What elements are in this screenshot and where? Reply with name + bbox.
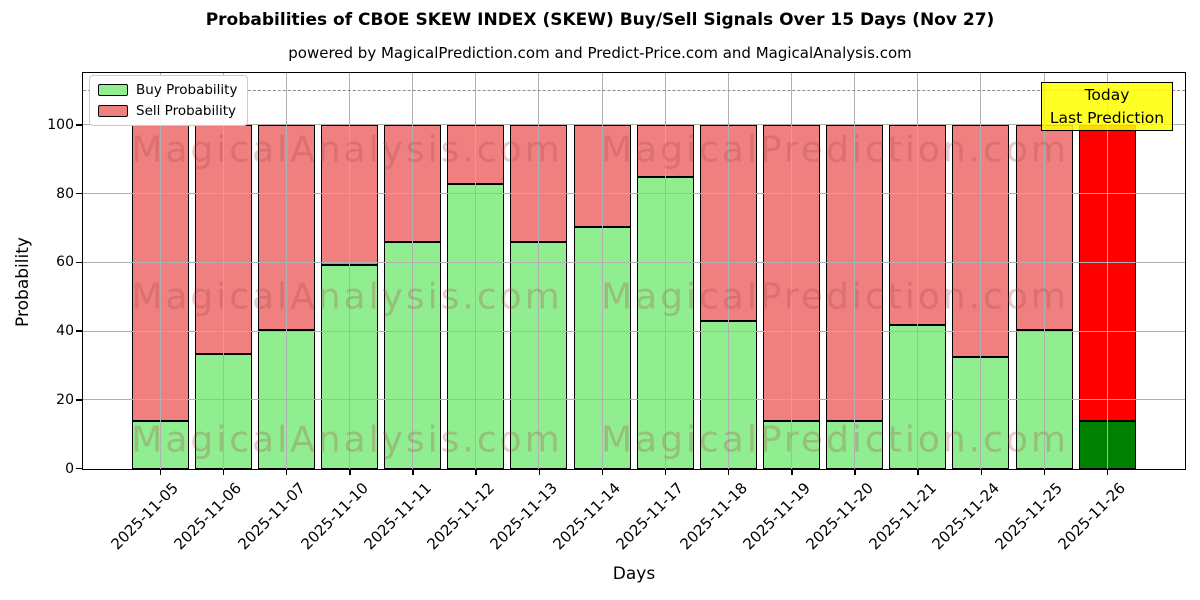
x-axis-label: Days (612, 564, 656, 584)
x-tick-mark (601, 470, 604, 475)
x-tick-mark (791, 470, 793, 475)
chart-subtitle: powered by MagicalPrediction.com and Pre… (288, 44, 912, 62)
legend-swatch-sell-icon (98, 105, 128, 117)
legend-swatch-buy-icon (98, 84, 128, 96)
annotation-today-box: Today Last Prediction (1041, 82, 1173, 131)
plot-area (82, 72, 1186, 470)
y-tick-mark (76, 124, 82, 126)
y-tick-label: 0 (65, 460, 74, 477)
gridline-vertical (917, 73, 919, 469)
legend-label-buy: Buy Probability (136, 82, 238, 98)
x-tick-label: 2025-11-13 (486, 479, 562, 554)
y-tick-mark (76, 261, 82, 264)
y-tick-label: 40 (56, 323, 74, 340)
x-tick-label: 2025-11-14 (549, 479, 625, 554)
x-tick-label: 2025-11-05 (107, 479, 183, 554)
x-tick-mark (980, 470, 982, 475)
gridline-vertical (412, 73, 414, 469)
x-tick-mark (222, 470, 225, 475)
gridline-vertical (601, 73, 603, 469)
x-tick-label: 2025-11-12 (423, 479, 498, 554)
gridline-horizontal (83, 193, 1185, 195)
x-tick-label: 2025-11-20 (802, 479, 877, 554)
x-tick-mark (538, 470, 540, 475)
y-tick-mark (76, 399, 82, 401)
gridline-vertical (159, 73, 161, 469)
x-tick-mark (728, 470, 730, 475)
chart-title: Probabilities of CBOE SKEW INDEX (SKEW) … (205, 10, 995, 30)
y-axis-label: Probability (13, 237, 33, 327)
x-tick-label: 2025-11-06 (170, 479, 246, 554)
gridline-vertical (1043, 73, 1045, 469)
y-tick-label: 60 (56, 254, 74, 271)
annotation-line-1: Today (1084, 86, 1130, 105)
gridline-vertical (727, 73, 729, 469)
gridline-vertical (285, 73, 287, 469)
gridline-vertical (222, 73, 224, 469)
x-tick-label: 2025-11-10 (297, 479, 372, 554)
y-tick-label: 20 (56, 391, 74, 408)
legend-item-buy: Buy Probability (98, 82, 237, 98)
gridline-vertical (854, 73, 856, 469)
x-tick-mark (664, 470, 667, 475)
x-tick-mark (917, 470, 919, 475)
y-tick-label: 80 (56, 185, 74, 202)
gridline-vertical (475, 73, 477, 469)
x-tick-mark (285, 470, 288, 475)
gridline-vertical (790, 73, 792, 469)
gridline-horizontal (83, 330, 1185, 332)
gridline-horizontal (83, 399, 1185, 401)
x-tick-label: 2025-11-18 (676, 479, 751, 554)
legend-label-sell: Sell Probability (136, 103, 237, 119)
x-tick-label: 2025-11-25 (991, 479, 1067, 554)
gridline-vertical (980, 73, 982, 469)
x-tick-label: 2025-11-19 (739, 479, 814, 554)
y-tick-mark (76, 467, 82, 470)
x-tick-mark (1106, 470, 1109, 475)
gridline-vertical (1106, 73, 1108, 469)
annotation-line-2: Last Prediction (1049, 108, 1165, 127)
y-tick-mark (76, 192, 82, 195)
x-tick-label: 2025-11-17 (612, 479, 688, 554)
x-tick-mark (854, 470, 856, 475)
x-tick-mark (1043, 470, 1046, 475)
x-tick-label: 2025-11-11 (360, 479, 435, 554)
gridline-horizontal (83, 124, 1185, 126)
y-tick-label: 100 (47, 116, 74, 133)
gridline-vertical (348, 73, 350, 469)
x-tick-mark (349, 470, 351, 475)
x-tick-label: 2025-11-24 (928, 479, 1004, 554)
dashed-threshold-line (83, 89, 1185, 91)
x-tick-mark (475, 470, 477, 475)
gridline-vertical (538, 73, 540, 469)
x-tick-mark (159, 470, 162, 475)
legend-item-sell: Sell Probability (98, 103, 237, 119)
x-tick-mark (412, 470, 414, 475)
gridline-vertical (664, 73, 666, 469)
legend: Buy Probability Sell Probability (89, 75, 249, 126)
x-tick-label: 2025-11-26 (1054, 479, 1130, 554)
gridline-horizontal (83, 261, 1185, 263)
y-tick-mark (76, 330, 82, 332)
x-tick-label: 2025-11-07 (234, 479, 309, 554)
x-tick-label: 2025-11-21 (865, 479, 940, 554)
